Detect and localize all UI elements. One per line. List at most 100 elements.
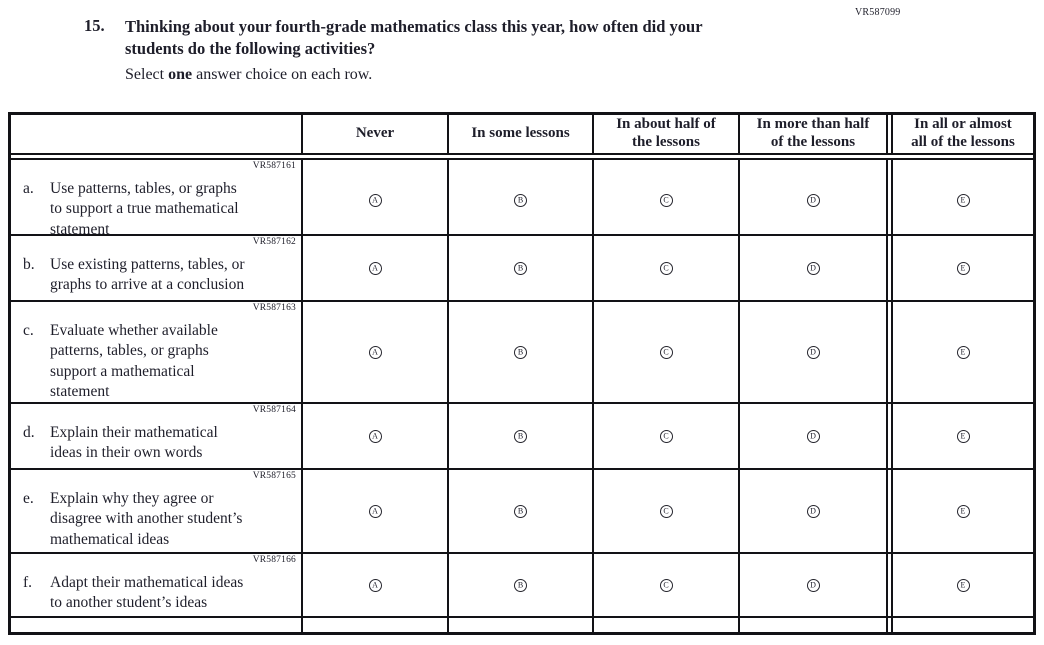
answer-cell-a-about-half[interactable]: C xyxy=(594,160,740,241)
answer-bubble-e[interactable]: E xyxy=(956,261,970,275)
bubble-letter: E xyxy=(960,580,966,590)
answer-bubble-b[interactable]: B xyxy=(514,345,527,359)
table-row-d: VR587164 d. Explain their mathematical i… xyxy=(11,404,1033,470)
stub-cell xyxy=(449,618,594,632)
answer-cell-f-all[interactable]: E xyxy=(886,554,1033,616)
answer-bubble-c[interactable]: C xyxy=(659,504,673,518)
answer-cell-a-more-than-half[interactable]: D xyxy=(740,160,886,240)
answer-cell-a-all[interactable]: E xyxy=(886,160,1033,241)
answer-bubble-d[interactable]: D xyxy=(806,429,820,443)
answer-cell-f-some[interactable]: B xyxy=(449,554,594,616)
answer-bubble-b[interactable]: B xyxy=(514,193,527,207)
answer-bubble-a[interactable]: A xyxy=(368,261,382,275)
answer-bubble-c[interactable]: C xyxy=(659,578,673,592)
header-cell-empty xyxy=(11,115,303,153)
form-code: VR587099 xyxy=(855,7,901,18)
row-letter: c. xyxy=(23,322,34,339)
answer-bubble-b[interactable]: B xyxy=(514,504,527,518)
answer-cell-b-some[interactable]: B xyxy=(449,236,594,300)
answer-cell-e-some[interactable]: B xyxy=(449,470,594,552)
answer-cell-e-never[interactable]: A xyxy=(303,470,449,552)
answer-cell-d-some[interactable]: B xyxy=(449,404,594,468)
answer-bubble-c[interactable]: C xyxy=(659,345,673,359)
row-text: Use existing patterns, tables, or graphs… xyxy=(50,256,245,294)
item-code: VR587163 xyxy=(252,303,296,313)
row-statement-cell: VR587166 f. Adapt their mathematical ide… xyxy=(11,554,303,616)
answer-cell-b-more-than-half[interactable]: D xyxy=(740,236,886,300)
bubble-letter: B xyxy=(517,431,524,441)
bubble-letter: C xyxy=(663,195,669,205)
answer-cell-e-more-than-half[interactable]: D xyxy=(740,470,886,552)
answer-cell-c-never[interactable]: A xyxy=(303,302,449,403)
answer-bubble-e[interactable]: E xyxy=(956,578,970,592)
row-text: Evaluate whether available patterns, tab… xyxy=(50,322,218,401)
bubble-letter: A xyxy=(372,580,378,590)
answer-cell-b-never[interactable]: A xyxy=(303,236,449,300)
row-letter: d. xyxy=(23,424,35,441)
bubble-letter: C xyxy=(663,580,669,590)
answer-matrix-table: Never In some lessons In about half of t… xyxy=(8,112,1036,635)
answer-bubble-a[interactable]: A xyxy=(368,578,382,592)
answer-bubble-e[interactable]: E xyxy=(956,345,970,359)
bubble-letter: E xyxy=(960,347,966,357)
bubble-letter: A xyxy=(372,195,378,205)
answer-bubble-d[interactable]: D xyxy=(806,504,820,518)
answer-bubble-a[interactable]: A xyxy=(368,504,382,518)
bubble-letter: C xyxy=(663,431,669,441)
answer-bubble-b[interactable]: B xyxy=(514,578,527,592)
answer-cell-f-more-than-half[interactable]: D xyxy=(740,554,886,616)
answer-bubble-a[interactable]: A xyxy=(368,345,382,359)
row-letter: b. xyxy=(23,256,35,273)
header-cell-never: Never xyxy=(303,115,449,153)
answer-bubble-e[interactable]: E xyxy=(956,504,970,518)
table-row-b: VR587162 b. Use existing patterns, table… xyxy=(11,236,1033,302)
answer-bubble-a[interactable]: A xyxy=(368,429,382,443)
answer-bubble-e[interactable]: E xyxy=(956,429,970,443)
bubble-letter: C xyxy=(663,347,669,357)
answer-bubble-b[interactable]: B xyxy=(514,429,527,443)
bubble-letter: A xyxy=(372,431,378,441)
answer-bubble-d[interactable]: D xyxy=(806,578,820,592)
answer-bubble-d[interactable]: D xyxy=(806,193,820,207)
answer-cell-f-about-half[interactable]: C xyxy=(594,554,740,616)
answer-bubble-b[interactable]: B xyxy=(514,261,527,275)
answer-bubble-d[interactable]: D xyxy=(806,261,820,275)
answer-bubble-a[interactable]: A xyxy=(368,193,382,207)
answer-cell-e-about-half[interactable]: C xyxy=(594,470,740,552)
instruction-suffix: answer choice on each row. xyxy=(192,66,373,83)
bubble-letter: D xyxy=(810,580,816,590)
bubble-letter: B xyxy=(517,195,524,205)
instruction-bold-word: one xyxy=(168,66,193,83)
answer-cell-c-some[interactable]: B xyxy=(449,302,594,403)
answer-cell-b-about-half[interactable]: C xyxy=(594,236,740,300)
answer-cell-a-some[interactable]: B xyxy=(449,160,594,241)
answer-cell-d-about-half[interactable]: C xyxy=(594,404,740,468)
answer-cell-e-all[interactable]: E xyxy=(886,470,1033,552)
item-code: VR587161 xyxy=(252,161,296,171)
answer-cell-d-more-than-half[interactable]: D xyxy=(740,404,886,468)
item-code: VR587164 xyxy=(252,405,296,415)
stub-cell xyxy=(594,618,740,632)
answer-bubble-e[interactable]: E xyxy=(956,193,970,207)
bubble-letter: E xyxy=(960,263,966,273)
answer-cell-b-all[interactable]: E xyxy=(886,236,1033,300)
stub-cell xyxy=(303,618,449,632)
answer-cell-a-never[interactable]: A xyxy=(303,160,449,241)
answer-cell-c-more-than-half[interactable]: D xyxy=(740,302,886,403)
answer-cell-c-about-half[interactable]: C xyxy=(594,302,740,403)
answer-bubble-c[interactable]: C xyxy=(659,261,673,275)
answer-bubble-c[interactable]: C xyxy=(659,193,673,207)
bubble-letter: A xyxy=(372,263,378,273)
table-row-e: VR587165 e. Explain why they agree or di… xyxy=(11,470,1033,554)
answer-cell-f-never[interactable]: A xyxy=(303,554,449,616)
bubble-letter: E xyxy=(960,506,966,516)
item-code: VR587162 xyxy=(252,237,296,247)
answer-cell-d-never[interactable]: A xyxy=(303,404,449,468)
answer-cell-c-all[interactable]: E xyxy=(886,302,1033,403)
answer-bubble-c[interactable]: C xyxy=(659,429,673,443)
answer-cell-d-all[interactable]: E xyxy=(886,404,1033,468)
answer-bubble-d[interactable]: D xyxy=(806,345,820,359)
row-text: Adapt their mathematical ideas to anothe… xyxy=(50,574,244,612)
bubble-letter: D xyxy=(810,195,816,205)
